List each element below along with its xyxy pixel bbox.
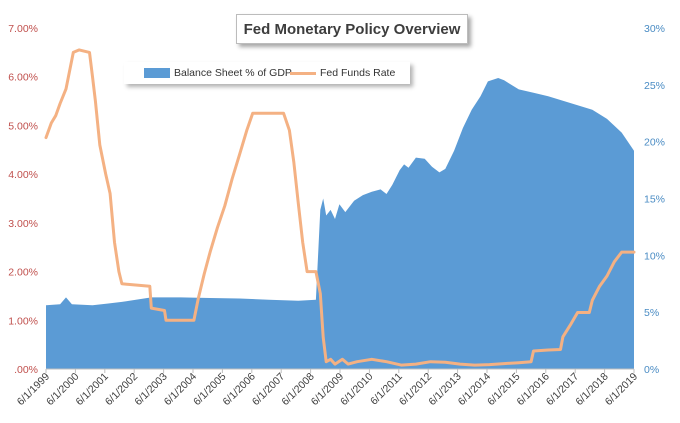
y-left-tick-label: 5.00%	[8, 120, 38, 132]
y-right-tick-label: 20%	[644, 137, 665, 149]
y-right-tick-label: 5%	[644, 307, 659, 319]
series-area-balance-sheet	[46, 78, 634, 369]
y-left-tick-label: 1.00%	[8, 315, 38, 327]
y-left-tick-label: 2.00%	[8, 267, 38, 279]
x-tick-label: 6/1/2019	[603, 371, 640, 408]
y-left-tick-label: 4.00%	[8, 169, 38, 181]
x-tick-label: 6/1/2010	[338, 371, 375, 408]
y-left-tick-label: 6.00%	[8, 72, 38, 84]
y-right-tick-label: 15%	[644, 194, 665, 206]
chart-legend: Balance Sheet % of GDP Fed Funds Rate	[124, 62, 410, 84]
y-left-tick-label: .00%	[14, 364, 38, 376]
series-line-fed-funds-rate	[44, 48, 636, 367]
y-right-tick-label: 30%	[644, 23, 665, 35]
legend-label-fed-funds: Fed Funds Rate	[320, 67, 396, 79]
y-left-tick-label: 3.00%	[8, 218, 38, 230]
legend-swatch-balance-sheet	[144, 68, 170, 78]
chart-title: Fed Monetary Policy Overview	[236, 14, 468, 44]
legend-item-fed-funds: Fed Funds Rate	[290, 62, 395, 84]
y-right-tick-label: 25%	[644, 80, 665, 92]
legend-item-balance-sheet: Balance Sheet % of GDP	[144, 62, 292, 84]
legend-label-balance-sheet: Balance Sheet % of GDP	[174, 67, 292, 79]
legend-swatch-fed-funds	[290, 71, 316, 75]
y-right-tick-label: 10%	[644, 250, 665, 262]
y-right-tick-label: 0%	[644, 364, 659, 376]
y-left-tick-label: 7.00%	[8, 23, 38, 35]
